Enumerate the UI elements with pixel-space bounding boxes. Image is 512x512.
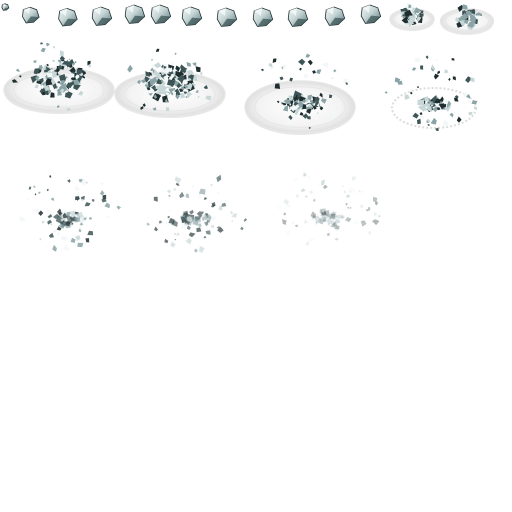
sprite-frame-05 xyxy=(124,4,146,24)
sprite-frame-19 xyxy=(18,175,121,252)
sprite-frame-06 xyxy=(150,4,172,24)
sprite-frame-09 xyxy=(252,7,274,27)
sprite-frame-21 xyxy=(277,172,381,246)
sprite-frame-20 xyxy=(146,174,248,253)
sprite-frame-16 xyxy=(114,48,226,118)
sprite-frame-18 xyxy=(384,55,478,131)
sprite-frame-12 xyxy=(360,4,382,24)
sprite-frame-13 xyxy=(389,2,435,31)
sprite-frame-10 xyxy=(287,7,309,27)
sprite-frame-04 xyxy=(91,6,113,26)
sprite-frame-11 xyxy=(324,6,346,26)
frames-layer xyxy=(1,2,495,253)
sprite-frame-01 xyxy=(1,3,10,11)
sprite-frame-15 xyxy=(3,42,115,114)
sprite-frame-08 xyxy=(216,7,238,27)
sprite-frame-17 xyxy=(244,53,356,135)
sprite-frame-14 xyxy=(439,4,495,35)
sprite-frame-07 xyxy=(181,6,203,26)
sprite-frame-02 xyxy=(22,6,40,24)
sprite-frame-03 xyxy=(58,7,78,27)
